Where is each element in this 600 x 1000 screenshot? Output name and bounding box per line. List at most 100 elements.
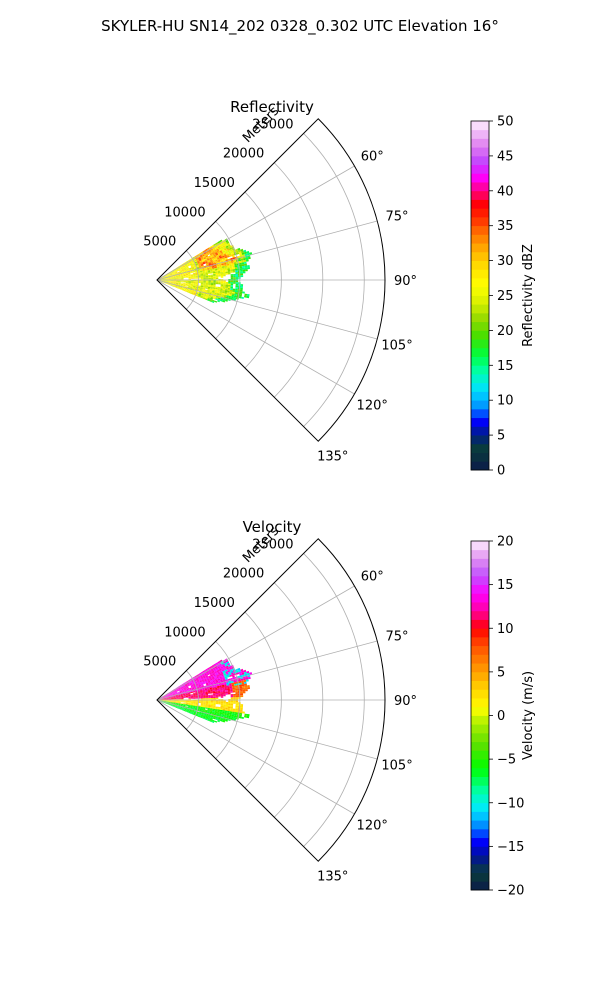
radial-tick-label: 5000 xyxy=(143,655,176,670)
echo-gate xyxy=(172,272,175,274)
echo-gate xyxy=(203,714,207,717)
echo-gate xyxy=(225,299,228,302)
echo-gate xyxy=(175,693,178,695)
echo-gate xyxy=(174,692,178,694)
echo-gate xyxy=(183,696,186,697)
echo-gate xyxy=(213,702,216,705)
echo-gate xyxy=(173,276,176,278)
colorbar-tick-label: −15 xyxy=(497,840,524,855)
echo-gate xyxy=(187,679,191,682)
echo-gate xyxy=(201,713,204,716)
echo-gate xyxy=(229,686,233,689)
echo-gate xyxy=(163,276,166,278)
echo-gate xyxy=(198,697,201,699)
echo-gate xyxy=(213,274,216,276)
echo-gate xyxy=(217,269,221,272)
echo-gate xyxy=(231,253,235,257)
echo-gate xyxy=(163,276,166,278)
echo-gate xyxy=(165,703,168,705)
echo-gate xyxy=(205,287,208,289)
echo-gate xyxy=(167,694,171,696)
echo-gate xyxy=(175,695,179,697)
echo-gate xyxy=(181,700,184,702)
echo-gate xyxy=(182,707,185,709)
echo-gate xyxy=(212,706,216,708)
echo-gate xyxy=(228,272,231,275)
echo-gate xyxy=(168,282,171,284)
echo-gate xyxy=(233,295,237,298)
echo-gate xyxy=(216,711,220,714)
colorbar-swatch xyxy=(471,452,489,462)
echo-gate xyxy=(207,260,211,263)
echo-gate xyxy=(213,668,216,671)
echo-gate xyxy=(197,676,201,679)
echo-gate xyxy=(206,258,210,261)
echo-gate xyxy=(161,280,164,281)
echo-gate xyxy=(204,687,208,690)
echo-gate xyxy=(228,282,231,284)
echo-gate xyxy=(172,284,176,286)
colorbar-swatch xyxy=(471,190,489,200)
echo-gate xyxy=(223,703,226,705)
echo-gate xyxy=(228,280,231,283)
echo-gate xyxy=(166,278,169,279)
echo-gate xyxy=(202,706,206,708)
echo-gate xyxy=(215,272,219,275)
colorbar-tick-label: 15 xyxy=(497,578,514,593)
echo-gate xyxy=(180,275,184,277)
echo-gate xyxy=(183,697,186,698)
echo-gate xyxy=(197,287,201,289)
echo-gate xyxy=(161,700,164,701)
echo-gate xyxy=(172,693,176,695)
echo-gate xyxy=(234,265,238,268)
echo-gate xyxy=(219,664,223,668)
echo-gate xyxy=(177,707,180,709)
echo-gate xyxy=(206,670,209,674)
echo-gate xyxy=(195,705,199,707)
echo-gate xyxy=(218,703,221,705)
colorbar-swatch xyxy=(471,732,489,743)
echo-gate xyxy=(205,296,209,299)
echo-gate xyxy=(210,668,214,671)
echo-gate xyxy=(203,278,206,280)
echo-gate xyxy=(167,694,171,696)
echo-gate xyxy=(177,272,180,274)
echo-gate xyxy=(223,273,226,275)
echo-gate xyxy=(204,254,208,257)
echo-gate xyxy=(189,289,193,291)
colorbar-swatch xyxy=(471,872,489,882)
colorbar-swatch xyxy=(471,356,489,366)
echo-gate xyxy=(190,271,193,274)
echo-gate xyxy=(239,686,243,689)
echo-gate xyxy=(188,282,191,284)
echo-gate xyxy=(204,709,208,711)
echo-gate xyxy=(180,696,184,698)
echo-gate xyxy=(193,703,196,705)
echo-gate xyxy=(205,693,209,696)
echo-gate xyxy=(178,282,181,284)
echo-gate xyxy=(178,701,181,702)
echo-gate xyxy=(200,263,204,265)
echo-gate xyxy=(221,669,225,672)
echo-gate xyxy=(219,256,223,259)
echo-gate xyxy=(199,708,203,710)
echo-gate xyxy=(222,245,226,248)
echo-gate xyxy=(239,268,243,271)
echo-gate xyxy=(172,285,175,287)
echo-gate xyxy=(172,693,175,695)
echo-gate xyxy=(207,288,211,291)
echo-gate xyxy=(223,281,226,284)
echo-gate xyxy=(233,296,237,300)
echo-gate xyxy=(183,703,186,705)
echo-gate xyxy=(209,289,213,291)
echo-gate xyxy=(198,683,201,685)
echo-gate xyxy=(212,689,216,691)
echo-gate xyxy=(202,716,206,719)
echo-gate xyxy=(195,276,199,277)
echo-gate xyxy=(193,282,196,284)
echo-gate xyxy=(172,285,175,288)
echo-gate xyxy=(205,698,209,700)
echo-gate xyxy=(170,282,174,283)
echo-gate xyxy=(178,283,181,285)
echo-gate xyxy=(213,243,217,246)
